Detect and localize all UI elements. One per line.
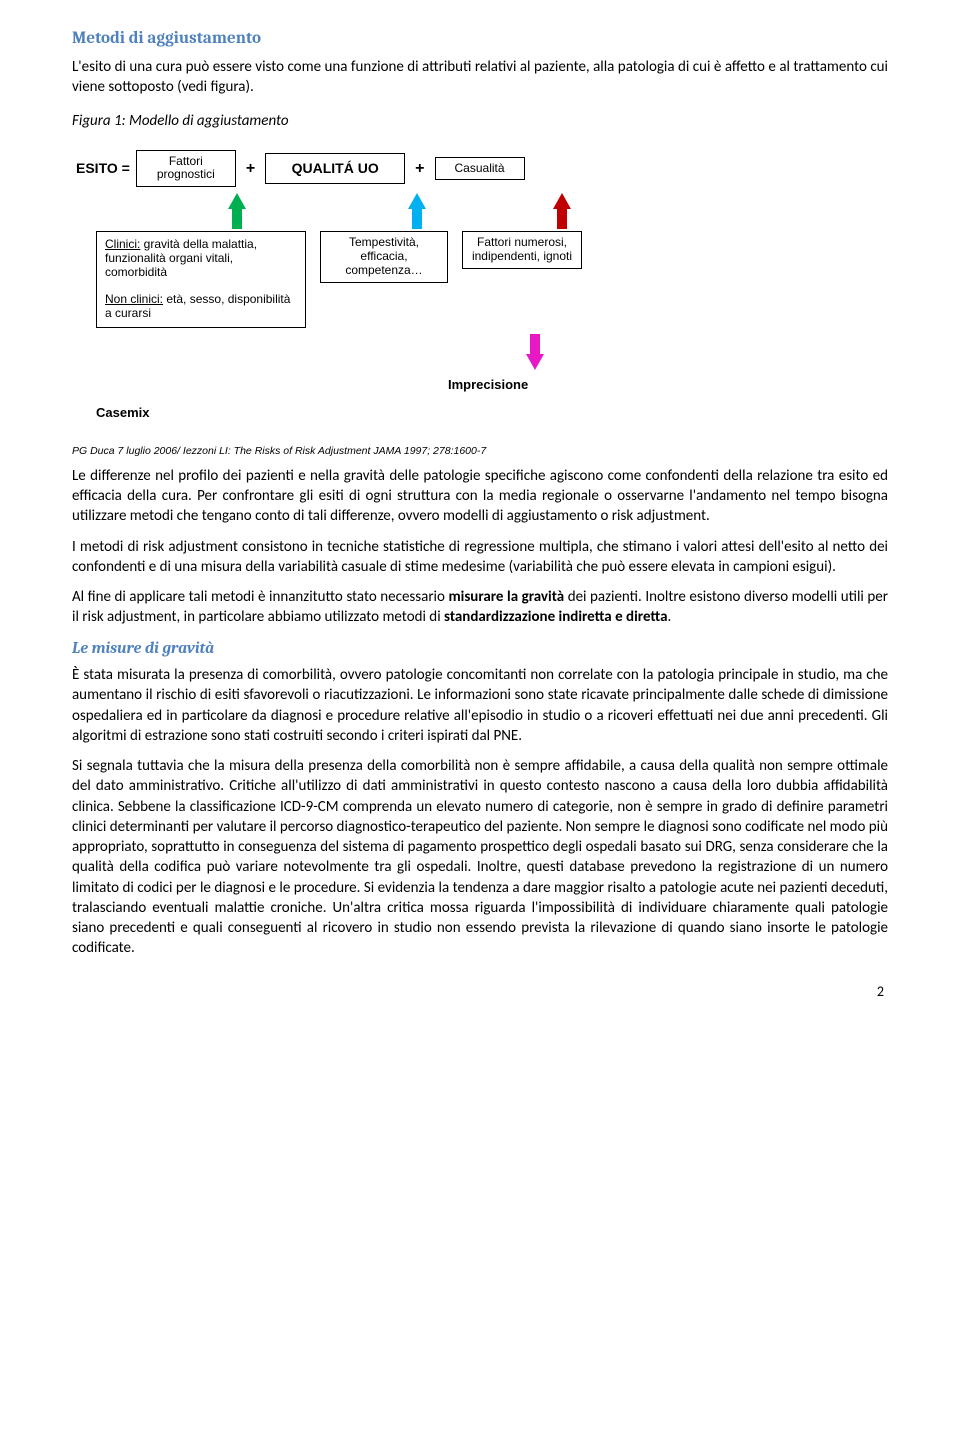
figure-detail-row: Clinici: gravità della malattia, funzion… bbox=[72, 231, 888, 328]
p4-e: . bbox=[668, 608, 672, 626]
arrow-red bbox=[553, 193, 571, 209]
box-fp-line1: Fattori bbox=[169, 154, 203, 168]
arrow-green bbox=[228, 193, 246, 209]
figure-model: ESITO = Fattori prognostici + QUALITÁ UO… bbox=[72, 150, 888, 458]
p4-b: misurare la gravità bbox=[448, 588, 564, 606]
section-heading-methods: Metodi di aggiustamento bbox=[72, 28, 888, 51]
figure-reference: PG Duca 7 luglio 2006/ Iezzoni LI: The R… bbox=[72, 444, 888, 458]
b1-nonclinici-label: Non clinici: bbox=[105, 292, 163, 306]
paragraph-comorbidity: È stata misurata la presenza di comorbil… bbox=[72, 665, 888, 746]
figure-equation-row: ESITO = Fattori prognostici + QUALITÁ UO… bbox=[72, 150, 888, 188]
label-imprecisione: Imprecisione bbox=[448, 376, 528, 422]
paragraph-differences: Le differenze nel profilo dei pazienti e… bbox=[72, 466, 888, 527]
figure-bottom-labels: Casemix Imprecisione bbox=[72, 376, 888, 422]
box-casualita: Casualità bbox=[435, 157, 525, 181]
figure-pink-arrow-row bbox=[72, 332, 888, 370]
esito-label: ESITO = bbox=[76, 159, 130, 178]
box-fattori-numerosi: Fattori numerosi, indipendenti, ignoti bbox=[462, 231, 582, 269]
arrow-pink bbox=[526, 354, 544, 370]
paragraph-gravity: Al fine di applicare tali metodi è innan… bbox=[72, 587, 888, 628]
paragraph-reliability: Si segnala tuttavia che la misura della … bbox=[72, 756, 888, 959]
p4-d: standardizzazione indiretta e diretta bbox=[444, 608, 667, 626]
box-tempestivita: Tempestività, efficacia, competenza… bbox=[320, 231, 448, 282]
paragraph-risk-adjustment: I metodi di risk adjustment consistono i… bbox=[72, 537, 888, 578]
section-heading-measures: Le misure di gravità bbox=[72, 638, 888, 660]
figure-caption: Figura 1: Modello di aggiustamento bbox=[72, 111, 888, 131]
page-number: 2 bbox=[72, 983, 888, 1002]
figure-arrows-row bbox=[72, 193, 888, 231]
box-fattori-prognostici: Fattori prognostici bbox=[136, 150, 236, 188]
plus-1: + bbox=[242, 158, 259, 180]
label-casemix: Casemix bbox=[96, 376, 306, 422]
arrow-blue bbox=[408, 193, 426, 209]
plus-2: + bbox=[411, 158, 428, 180]
box-fp-line2: prognostici bbox=[157, 167, 215, 181]
box-clinici: Clinici: gravità della malattia, funzion… bbox=[96, 231, 306, 328]
paragraph-intro: L'esito di una cura può essere visto com… bbox=[72, 57, 888, 98]
p4-a: Al fine di applicare tali metodi è innan… bbox=[72, 588, 448, 606]
b1-clinici-label: Clinici: bbox=[105, 237, 140, 251]
box-qualita-uo: QUALITÁ UO bbox=[265, 153, 405, 183]
